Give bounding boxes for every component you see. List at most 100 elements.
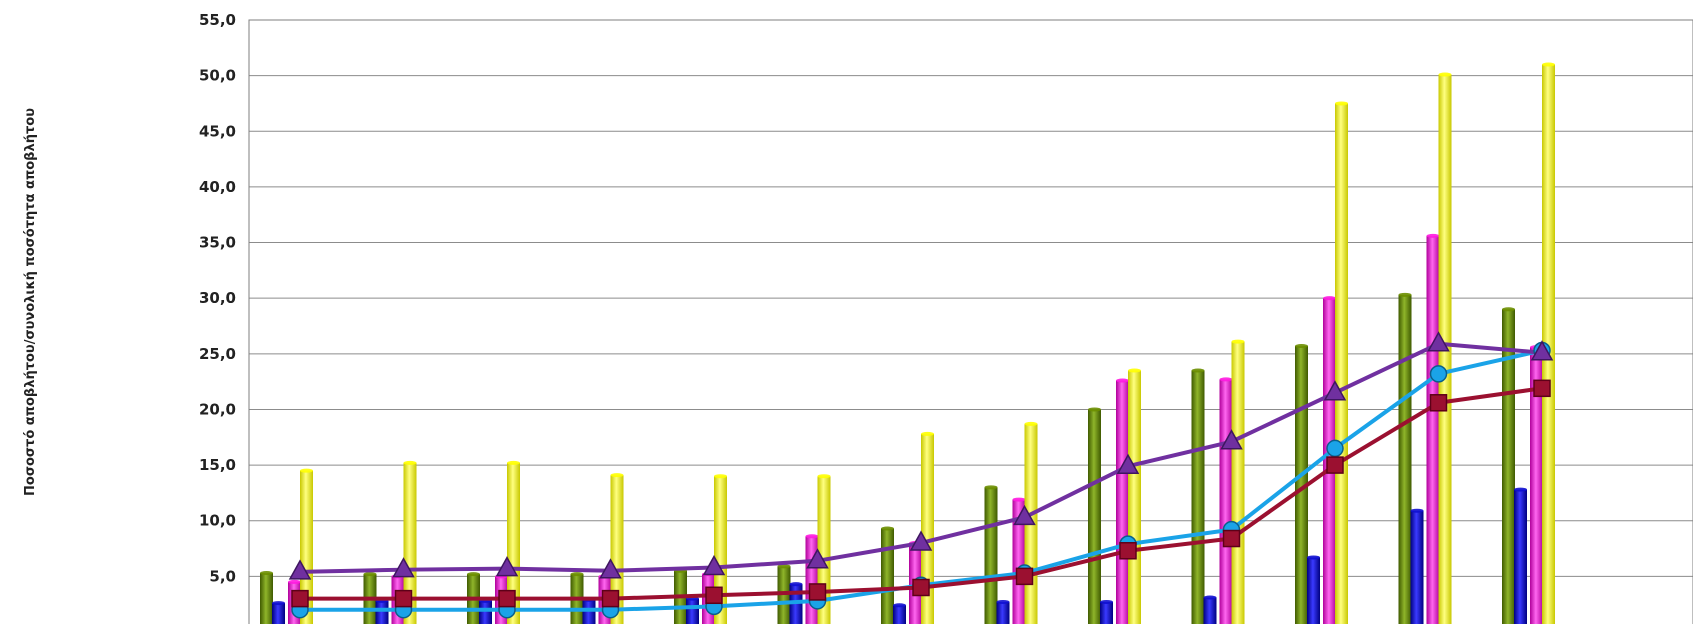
line-marker	[599, 558, 622, 579]
line-marker	[1429, 394, 1448, 412]
bar-cap	[1295, 344, 1308, 349]
bar-cap	[714, 474, 727, 479]
line-marker	[291, 589, 309, 608]
line-marker	[1429, 365, 1448, 383]
line-marker	[498, 589, 516, 608]
bar-cap	[1438, 72, 1452, 77]
line-marker	[702, 554, 726, 576]
y-tick-label: 25,0	[199, 345, 236, 363]
bar-cap	[1514, 487, 1527, 492]
bar	[582, 599, 596, 624]
bar	[610, 475, 624, 624]
line-marker	[1013, 504, 1036, 526]
bar-cap	[300, 468, 313, 473]
bar-cap	[1323, 296, 1336, 301]
bar	[1307, 557, 1320, 624]
line-marker	[912, 578, 930, 597]
line-marker	[1220, 429, 1243, 450]
y-axis-title: Ποσοστό αποβλήτου/συνολική ποσότητα αποβ…	[23, 108, 38, 496]
bar-cap	[777, 564, 791, 569]
y-tick-label: 35,0	[199, 234, 236, 252]
bar-cap	[272, 601, 285, 606]
bar	[479, 600, 492, 624]
line-marker	[1530, 340, 1554, 361]
bar-cap	[507, 460, 520, 465]
line-marker	[806, 548, 829, 569]
line-marker	[392, 557, 415, 578]
bar-cap	[1426, 233, 1440, 238]
bar-cap	[1128, 368, 1141, 373]
bar	[403, 462, 417, 624]
bar	[1335, 103, 1348, 624]
line-marker	[1533, 379, 1551, 398]
bar	[686, 598, 699, 624]
bar-cap	[1191, 368, 1205, 373]
bar	[984, 487, 998, 624]
bars	[260, 62, 1555, 624]
y-tick-label: 45,0	[199, 122, 236, 140]
bar	[805, 536, 819, 624]
bar-cap	[1219, 377, 1233, 382]
bar-cap	[1203, 595, 1217, 600]
bar	[1012, 499, 1026, 624]
bar	[272, 603, 285, 624]
bar-cap	[1307, 555, 1320, 560]
line-marker	[1323, 380, 1347, 401]
bar	[507, 462, 520, 624]
bar	[1203, 597, 1217, 624]
bar	[1128, 370, 1141, 624]
bar	[893, 605, 906, 624]
y-tick-label: 50,0	[199, 67, 236, 85]
line-marker	[705, 586, 723, 605]
bar-cap	[260, 571, 273, 576]
bar	[260, 573, 273, 624]
bar-cap	[1398, 292, 1412, 297]
y-tick-label: 5,0	[209, 567, 236, 585]
bar	[1295, 346, 1308, 624]
bar	[1398, 294, 1412, 624]
lines	[288, 331, 1554, 619]
y-tick-label: 10,0	[199, 512, 236, 530]
bar	[1100, 601, 1113, 624]
line-marker	[288, 559, 312, 580]
bar	[1191, 370, 1205, 624]
bar	[996, 601, 1010, 624]
bar	[1116, 380, 1129, 624]
y-axis-ticks: 0,05,010,015,020,025,030,035,040,045,050…	[199, 11, 236, 624]
bar	[1231, 341, 1245, 624]
bar	[1219, 379, 1233, 624]
bar	[1502, 309, 1515, 624]
bar-cap	[1024, 421, 1038, 426]
y-tick-label: 15,0	[199, 456, 236, 474]
bar-cap	[881, 526, 894, 531]
plot-area-border	[248, 19, 1693, 624]
bar-cap	[1542, 62, 1555, 67]
line-marker	[1116, 453, 1140, 474]
bar-cap	[363, 572, 377, 577]
line-marker	[495, 556, 519, 577]
bar-cap	[288, 579, 301, 584]
line-marker	[1326, 456, 1344, 474]
bar-cap	[893, 603, 906, 608]
bar	[1530, 347, 1543, 624]
bar-cap	[467, 572, 480, 577]
bar	[1514, 489, 1527, 624]
bar	[921, 433, 934, 624]
bar-cap	[789, 582, 803, 587]
y-tick-label: 30,0	[199, 289, 236, 307]
bar-cap	[1116, 378, 1129, 383]
bar-cap	[984, 485, 998, 490]
bar	[1426, 235, 1440, 624]
line-marker	[394, 589, 413, 608]
bar-cap	[1410, 508, 1424, 513]
bar-cap	[1335, 101, 1348, 106]
line-marker	[1427, 331, 1450, 352]
bar	[300, 470, 313, 624]
bar-cap	[817, 474, 831, 479]
bar	[881, 528, 894, 624]
bar-cap	[610, 473, 624, 478]
bar	[375, 600, 389, 624]
bar	[777, 566, 791, 624]
bar-cap	[570, 572, 584, 577]
line-marker	[909, 530, 933, 551]
